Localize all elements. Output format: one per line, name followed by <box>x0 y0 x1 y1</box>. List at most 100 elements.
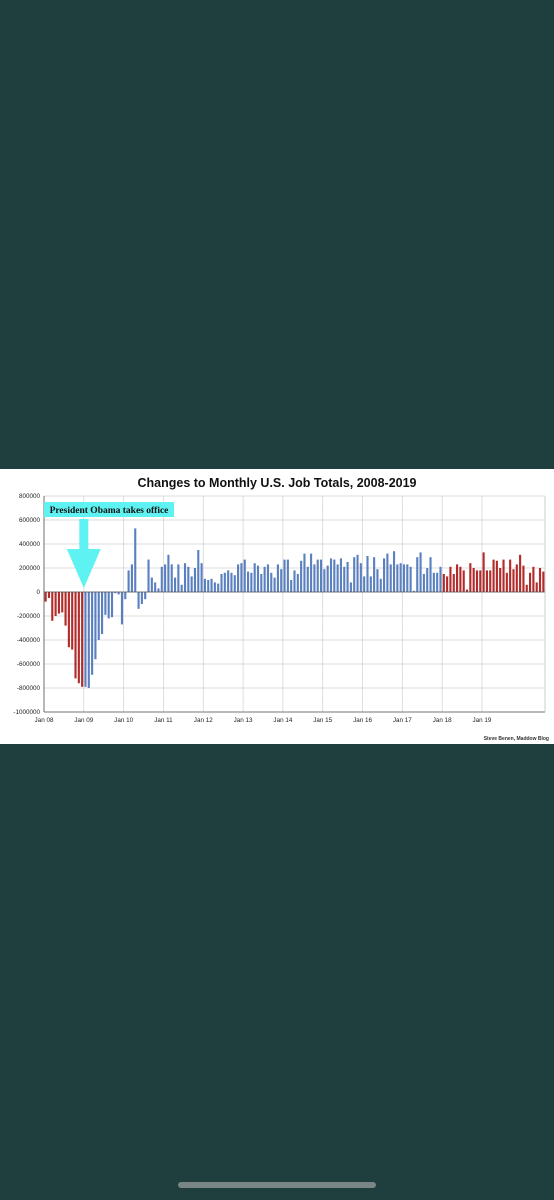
bar-blue <box>107 592 110 619</box>
bar-blue <box>363 576 366 592</box>
bar-blue <box>140 592 143 604</box>
bar-blue <box>379 578 382 592</box>
bar-blue <box>177 564 180 592</box>
bar-red <box>512 569 515 592</box>
bar-blue <box>134 528 137 592</box>
bar-blue <box>349 582 352 592</box>
bar-blue <box>91 592 94 675</box>
arrow-head <box>66 549 101 588</box>
bar-red <box>44 592 47 602</box>
bar-blue <box>114 592 117 594</box>
bar-red <box>502 559 505 592</box>
bar-red <box>47 592 51 598</box>
bar-blue <box>97 592 100 640</box>
bar-blue <box>422 574 425 592</box>
bar-blue <box>412 590 416 592</box>
arrow-shaft <box>79 519 89 549</box>
bar-blue <box>336 564 339 592</box>
bar-blue <box>167 554 170 592</box>
bar-blue <box>353 557 356 592</box>
bar-blue <box>210 578 213 592</box>
bar-blue <box>293 570 296 592</box>
bar-red <box>462 570 465 592</box>
bar-blue <box>144 592 147 600</box>
bar-blue <box>419 552 422 592</box>
chart-title: Changes to Monthly U.S. Job Totals, 2008… <box>138 476 417 490</box>
bar-blue <box>203 578 206 592</box>
bar-blue <box>386 553 389 592</box>
bar-blue <box>150 577 153 592</box>
bar-blue <box>233 575 236 592</box>
bar-blue <box>207 580 210 592</box>
bar-blue <box>389 564 392 592</box>
bar-blue <box>366 556 369 592</box>
bar-red <box>535 582 538 592</box>
bar-blue <box>180 584 183 592</box>
x-tick-label: Jan 11 <box>154 717 173 724</box>
bar-blue <box>217 583 220 592</box>
bar-blue <box>339 558 343 592</box>
bar-blue <box>246 571 250 592</box>
y-tick-label: -800000 <box>17 685 41 692</box>
bar-blue <box>94 592 97 660</box>
y-tick-label: -200000 <box>17 613 41 620</box>
bar-blue <box>230 572 233 592</box>
bar-blue <box>240 563 243 592</box>
bar-blue <box>260 574 263 592</box>
y-tick-label: -400000 <box>17 637 41 644</box>
annotation-box <box>44 502 174 517</box>
bar-blue <box>237 564 240 592</box>
bar-red <box>81 592 84 687</box>
bar-blue <box>173 577 177 592</box>
bar-blue <box>426 568 429 592</box>
bar-red <box>77 592 80 684</box>
x-tick-labels: Jan 08 Jan 09 Jan 10 Jan 11 Jan 12 Jan 13 Jan … <box>35 717 492 724</box>
bar-blue <box>409 566 412 592</box>
bar-red <box>482 552 485 592</box>
axes <box>43 496 546 713</box>
bar-blue <box>356 554 359 592</box>
bar-blue <box>213 582 216 592</box>
x-tick-label: Jan 09 <box>74 717 93 724</box>
bar-blue <box>290 580 293 592</box>
bar-red <box>525 584 528 592</box>
bar-red <box>51 592 54 621</box>
bar-red <box>57 592 60 614</box>
bar-blue <box>187 566 190 592</box>
bar-red <box>71 592 74 650</box>
chart-credit: Steve Benen, Maddow Blog <box>484 736 549 742</box>
bar-red <box>505 572 508 592</box>
bar-blue <box>396 564 399 592</box>
bar-blue <box>117 592 120 595</box>
bar-red <box>74 592 77 679</box>
bar-blue <box>333 559 336 592</box>
bar-red <box>529 572 532 592</box>
bar-blue <box>263 566 266 592</box>
x-tick-label: Jan 12 <box>194 717 213 724</box>
bar-red <box>64 592 67 626</box>
bar-group <box>44 528 545 688</box>
bar-red <box>465 589 469 592</box>
bar-blue <box>147 559 150 592</box>
x-tick-label: Jan 08 <box>35 717 54 724</box>
home-indicator[interactable] <box>178 1182 376 1188</box>
bar-blue <box>326 565 329 592</box>
bar-red <box>67 592 70 648</box>
bar-blue <box>316 559 319 592</box>
bar-blue <box>376 569 379 592</box>
bar-red <box>475 570 479 592</box>
bar-blue <box>359 563 362 592</box>
bar-blue <box>432 572 435 592</box>
bar-red <box>489 570 492 592</box>
y-tick-label: 400000 <box>19 541 41 548</box>
bar-red <box>538 568 542 592</box>
bar-blue <box>276 564 279 592</box>
bar-blue <box>300 560 303 592</box>
x-tick-label: Jan 15 <box>313 717 332 724</box>
bar-red <box>515 564 518 592</box>
bar-blue <box>343 566 346 592</box>
bar-blue <box>227 570 230 592</box>
x-tick-label: Jan 14 <box>273 717 292 724</box>
bar-red <box>469 563 472 592</box>
y-tick-label: 0 <box>36 589 40 596</box>
